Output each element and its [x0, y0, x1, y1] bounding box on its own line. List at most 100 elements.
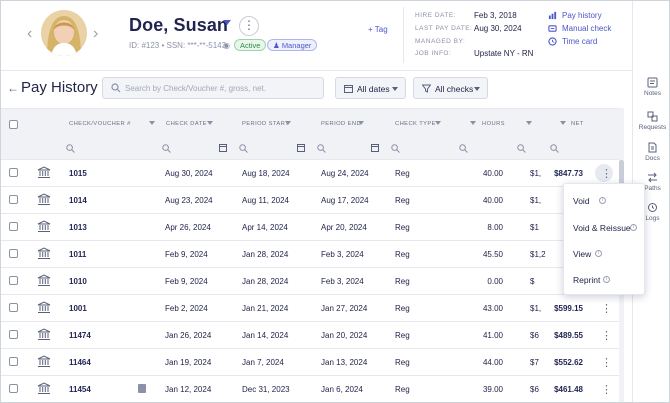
sort-icon[interactable]: [149, 121, 155, 125]
bank-icon: [37, 301, 51, 314]
row-more-button[interactable]: ⋮: [601, 303, 612, 315]
pay-history-link[interactable]: Pay history: [562, 11, 602, 20]
show-ssn-eye-icon[interactable]: ◉: [223, 41, 230, 50]
date-filter-dropdown[interactable]: All dates: [335, 77, 406, 99]
col-check-type[interactable]: CHECK TYPE: [395, 121, 436, 127]
menu-item-void[interactable]: Void: [573, 196, 590, 206]
row-checkbox[interactable]: [9, 222, 18, 231]
info-icon[interactable]: i: [599, 197, 606, 204]
period-end: Aug 24, 2024: [321, 169, 369, 178]
check-number[interactable]: 1010: [69, 277, 87, 286]
check-type: Reg: [395, 196, 410, 205]
col-hours[interactable]: HOURS: [482, 121, 505, 127]
calendar-icon[interactable]: [219, 143, 227, 152]
col-period-end[interactable]: PERIOD END: [321, 121, 362, 127]
sort-icon[interactable]: [560, 121, 566, 125]
row-checkbox[interactable]: [9, 357, 18, 366]
search-icon[interactable]: [239, 144, 248, 153]
hire-date-value: Feb 3, 2018: [474, 11, 517, 20]
avatar[interactable]: [41, 10, 87, 56]
manual-check-link[interactable]: Manual check: [562, 24, 612, 33]
select-all-checkbox[interactable]: [9, 120, 18, 129]
col-check-voucher[interactable]: CHECK/VOUCHER #: [69, 121, 131, 127]
row-checkbox[interactable]: [9, 330, 18, 339]
sort-icon[interactable]: [207, 121, 213, 125]
sort-icon[interactable]: [470, 121, 476, 125]
add-tag-button[interactable]: + Tag: [368, 25, 388, 34]
search-icon[interactable]: [317, 144, 326, 153]
info-icon[interactable]: i: [630, 224, 637, 231]
logs-history-icon: [648, 203, 657, 212]
check-filter-dropdown[interactable]: All checks: [413, 77, 488, 99]
check-number[interactable]: 11474: [69, 331, 91, 340]
col-period-start[interactable]: PERIOD START: [242, 121, 290, 127]
check-number[interactable]: 1011: [69, 250, 87, 259]
check-number[interactable]: 11454: [69, 385, 91, 394]
table-row[interactable]: 1013 Apr 26, 2024 Apr 14, 2024 Apr 20, 2024…: [1, 214, 619, 241]
calendar-icon[interactable]: [297, 143, 305, 152]
employee-menu-chevron-icon[interactable]: [223, 20, 231, 25]
col-net[interactable]: NET: [571, 121, 584, 127]
row-checkbox[interactable]: [9, 168, 18, 177]
row-more-button[interactable]: ⋮: [601, 384, 612, 396]
back-arrow-icon[interactable]: ←: [7, 81, 19, 95]
row-more-button[interactable]: ⋮: [601, 168, 612, 180]
row-checkbox[interactable]: [9, 384, 18, 393]
calendar-icon[interactable]: [371, 143, 379, 152]
rail-docs[interactable]: Docs: [633, 142, 669, 162]
sort-icon[interactable]: [285, 121, 291, 125]
sort-icon[interactable]: [435, 121, 441, 125]
rail-notes[interactable]: Notes: [633, 77, 669, 97]
info-icon[interactable]: i: [595, 250, 602, 257]
row-more-button[interactable]: ⋮: [601, 357, 612, 369]
search-icon[interactable]: [459, 144, 468, 153]
next-employee-icon[interactable]: ›: [93, 25, 99, 42]
table-header: CHECK/VOUCHER # CHECK DATE PERIOD START …: [1, 108, 619, 138]
row-checkbox[interactable]: [9, 303, 18, 312]
table-row[interactable]: 1011 Feb 9, 2024 Jan 28, 2024 Feb 3, 2024 Re…: [1, 241, 619, 268]
gross: $1,: [530, 169, 542, 178]
check-number[interactable]: 1014: [69, 196, 87, 205]
info-icon[interactable]: i: [603, 276, 610, 283]
row-checkbox[interactable]: [9, 249, 18, 258]
menu-item-reprint[interactable]: Reprint: [573, 275, 601, 285]
search-input[interactable]: Search by Check/Voucher #, gross, net.: [102, 77, 324, 99]
check-number[interactable]: 11464: [69, 358, 91, 367]
status-badge: Active: [234, 39, 267, 51]
time-card-link[interactable]: Time card: [562, 37, 598, 46]
document-icon[interactable]: [138, 384, 146, 393]
table-row[interactable]: 1014 Aug 23, 2024 Aug 11, 2024 Aug 17, 2024…: [1, 187, 619, 214]
menu-item-void-reissue[interactable]: Void & Reissue: [573, 223, 631, 233]
search-icon[interactable]: [66, 144, 75, 153]
row-checkbox[interactable]: [9, 276, 18, 285]
search-icon[interactable]: [550, 144, 559, 153]
hours: 8.00: [487, 223, 503, 232]
menu-item-view[interactable]: View: [573, 249, 592, 259]
search-icon[interactable]: [162, 144, 171, 153]
table-row[interactable]: 11474 Jan 26, 2024 Jan 14, 2024 Jan 20, 202…: [1, 322, 619, 349]
search-icon[interactable]: [391, 144, 400, 153]
period-end: Feb 3, 2024: [321, 277, 364, 286]
rail-requests[interactable]: Requests: [633, 111, 669, 131]
table-row[interactable]: 11464 Jan 19, 2024 Jan 7, 2024 Jan 13, 2024…: [1, 349, 619, 376]
col-check-date[interactable]: CHECK DATE: [166, 121, 207, 127]
check-number[interactable]: 1015: [69, 169, 87, 178]
table-row[interactable]: 11454 Jan 12, 2024 Dec 31, 2023 Jan 6, 2024…: [1, 376, 619, 402]
check-number[interactable]: 1001: [69, 304, 87, 313]
rail-paths[interactable]: Paths: [633, 172, 669, 192]
bank-icon: [37, 382, 51, 395]
sort-icon[interactable]: [358, 121, 364, 125]
search-icon[interactable]: [517, 144, 526, 153]
table-row[interactable]: 1010 Feb 9, 2024 Jan 28, 2024 Feb 3, 2024 Re…: [1, 268, 619, 295]
row-more-button[interactable]: ⋮: [601, 330, 612, 342]
row-checkbox[interactable]: [9, 195, 18, 204]
prev-employee-icon[interactable]: ‹: [27, 25, 33, 42]
check-number[interactable]: 1013: [69, 223, 87, 232]
table-row[interactable]: 1001 Feb 2, 2024 Jan 21, 2024 Jan 27, 2024 R…: [1, 295, 619, 322]
sort-icon[interactable]: [526, 121, 532, 125]
table-row[interactable]: 1015 Aug 30, 2024 Aug 18, 2024 Aug 24, 2024…: [1, 160, 619, 187]
gross: $7: [530, 358, 539, 367]
employee-more-button[interactable]: ⋮: [239, 16, 259, 36]
rail-logs[interactable]: Logs: [633, 202, 669, 222]
employee-header: ‹ › Doe, Susan ⋮ ID: #123 • SSN: ***-**-…: [1, 1, 632, 71]
